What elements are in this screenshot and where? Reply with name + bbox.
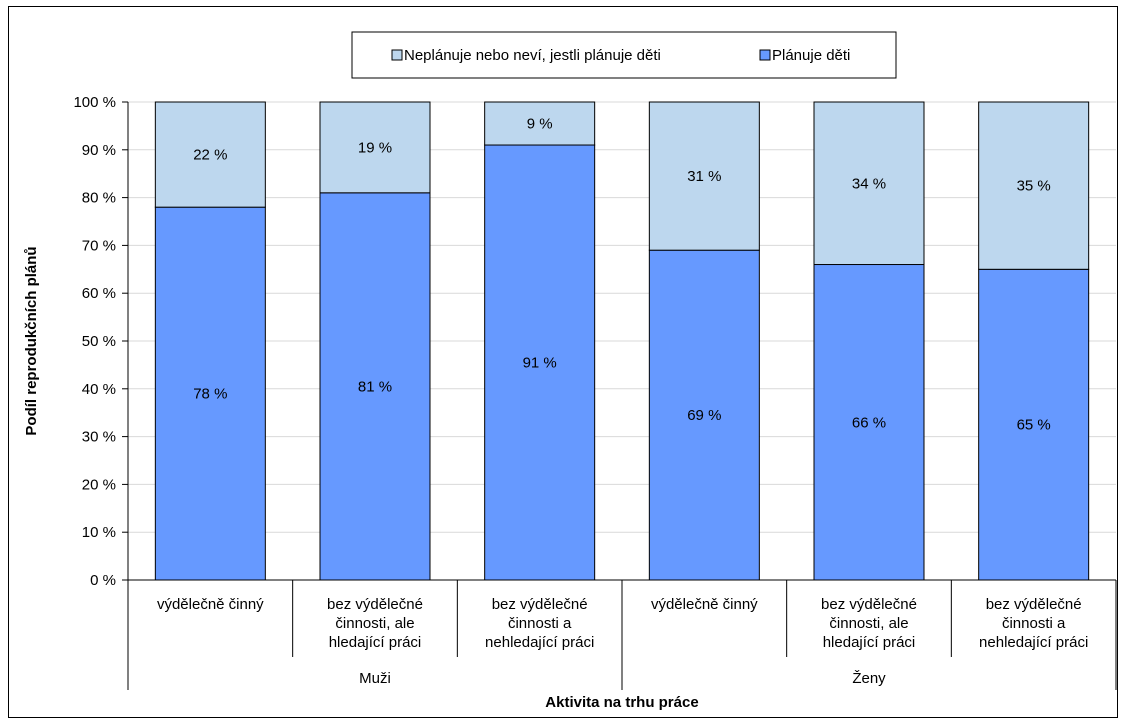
data-label: 35 % bbox=[1017, 178, 1051, 195]
data-label: 22 % bbox=[193, 147, 227, 164]
x-tick-label: bez výdělečné bbox=[986, 596, 1082, 613]
bar-segment bbox=[813, 101, 925, 266]
legend: Neplánuje nebo neví, jestli plánuje děti… bbox=[351, 31, 897, 79]
x-axis-title: Aktivita na trhu práce bbox=[545, 694, 698, 711]
x-tick-label: bez výdělečné bbox=[821, 596, 917, 613]
x-tick-label: hledající práci bbox=[823, 634, 916, 651]
x-axis: výdělečně činný bez výdělečné činnosti, al… bbox=[127, 579, 1117, 690]
data-label: 19 % bbox=[358, 139, 392, 156]
legend-swatch bbox=[759, 49, 771, 61]
data-label: 34 % bbox=[852, 175, 886, 192]
y-axis: 0 % 10 % 20 % 30 % 40 % 50 % 60 % 70 % 80 % 90 % 1… bbox=[73, 94, 129, 589]
x-tick-label: nehledající práci bbox=[485, 634, 594, 651]
data-label: 69 % bbox=[687, 407, 721, 424]
x-tick-label: činnosti, ale bbox=[829, 615, 908, 632]
bar-segment bbox=[978, 101, 1090, 270]
data-label: 78 % bbox=[193, 386, 227, 403]
bars: 78 % 22 % 81 % 19 % 91 % 9 % 69 % 31 % 66 % 34 % 6… bbox=[154, 101, 1090, 581]
data-label: 91 % bbox=[523, 355, 557, 372]
legend-swatch bbox=[391, 49, 403, 61]
y-tick-label: 30 % bbox=[82, 429, 116, 446]
x-tick-label: činnosti a bbox=[1002, 615, 1066, 632]
data-label: 66 % bbox=[852, 414, 886, 431]
x-tick-label: činnosti, ale bbox=[335, 615, 414, 632]
bar-segment bbox=[319, 192, 431, 581]
data-label: 9 % bbox=[527, 116, 553, 133]
x-tick-label: bez výdělečné bbox=[492, 596, 588, 613]
legend-label: Neplánuje nebo neví, jestli plánuje děti bbox=[404, 47, 661, 64]
background bbox=[0, 0, 1126, 6]
bar-segment bbox=[648, 249, 760, 581]
x-tick-label: nehledající práci bbox=[979, 634, 1088, 651]
x-group-label: Ženy bbox=[852, 670, 886, 687]
legend-box bbox=[351, 31, 897, 79]
x-tick-label: výdělečně činný bbox=[157, 596, 264, 613]
data-label: 81 % bbox=[358, 378, 392, 395]
y-tick-label: 50 % bbox=[82, 333, 116, 350]
y-tick-label: 40 % bbox=[82, 381, 116, 398]
x-tick-label: činnosti a bbox=[508, 615, 572, 632]
y-tick-label: 70 % bbox=[82, 237, 116, 254]
y-tick-label: 100 % bbox=[73, 94, 116, 111]
x-tick-label: bez výdělečné bbox=[327, 596, 423, 613]
bar-segment bbox=[319, 101, 431, 194]
data-label: 65 % bbox=[1017, 417, 1051, 434]
y-axis-title: Podíl reprodukčních plánů bbox=[23, 246, 40, 435]
gridlines bbox=[128, 101, 1116, 533]
bar-segment bbox=[648, 101, 760, 251]
x-tick-label: hledající práci bbox=[329, 634, 422, 651]
data-label: 31 % bbox=[687, 168, 721, 185]
x-group-label: Muži bbox=[359, 670, 391, 687]
y-tick-label: 90 % bbox=[82, 142, 116, 159]
y-tick-label: 10 % bbox=[82, 524, 116, 541]
legend-label: Plánuje děti bbox=[772, 47, 850, 64]
x-tick-label: výdělečně činný bbox=[651, 596, 758, 613]
y-tick-label: 60 % bbox=[82, 285, 116, 302]
bar-segment bbox=[978, 268, 1090, 581]
bar-segment bbox=[154, 101, 266, 208]
y-tick-label: 80 % bbox=[82, 190, 116, 207]
y-tick-label: 20 % bbox=[82, 476, 116, 493]
y-tick-label: 0 % bbox=[90, 572, 116, 589]
bar-segment bbox=[484, 101, 596, 146]
bar-segment bbox=[813, 264, 925, 581]
